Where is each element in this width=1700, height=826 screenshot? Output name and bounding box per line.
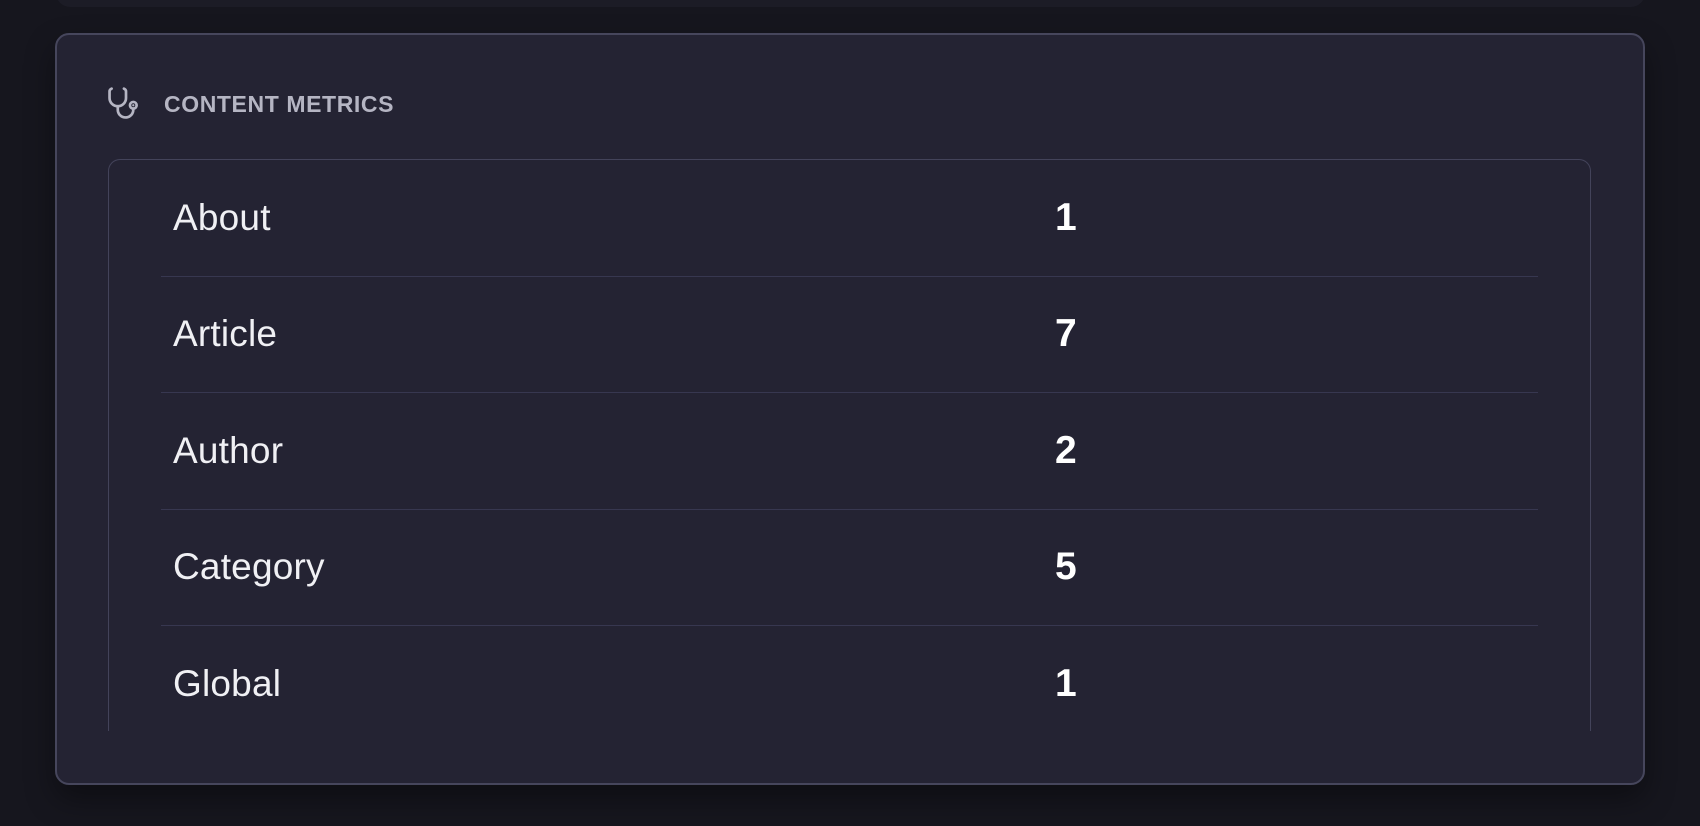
metric-label: Category (173, 546, 325, 588)
metric-label: Global (173, 663, 282, 705)
metrics-list: About 1 Article 7 Author 2 Category 5 Gl… (161, 160, 1538, 731)
metric-row: About 1 (161, 160, 1538, 277)
metric-row: Article 7 (161, 277, 1538, 393)
metric-value: 2 (1055, 428, 1077, 472)
metrics-scroll-panel[interactable]: About 1 Article 7 Author 2 Category 5 Gl… (108, 159, 1591, 731)
metric-value: 5 (1055, 545, 1077, 589)
metric-value: 1 (1055, 662, 1077, 706)
metric-row: Category 5 (161, 510, 1538, 626)
content-metrics-card: CONTENT METRICS About 1 Article 7 Author… (55, 33, 1645, 785)
stethoscope-icon (104, 85, 142, 123)
card-header: CONTENT METRICS (104, 84, 394, 124)
metric-label: Article (173, 313, 278, 355)
metric-row: Global 1 (161, 626, 1538, 731)
metric-label: Author (173, 429, 284, 471)
metric-value: 1 (1055, 195, 1077, 239)
metric-row: Author 2 (161, 393, 1538, 510)
previous-card-edge (56, 0, 1645, 7)
card-title: CONTENT METRICS (164, 90, 395, 117)
metric-value: 7 (1055, 312, 1077, 356)
metric-label: About (173, 196, 271, 238)
